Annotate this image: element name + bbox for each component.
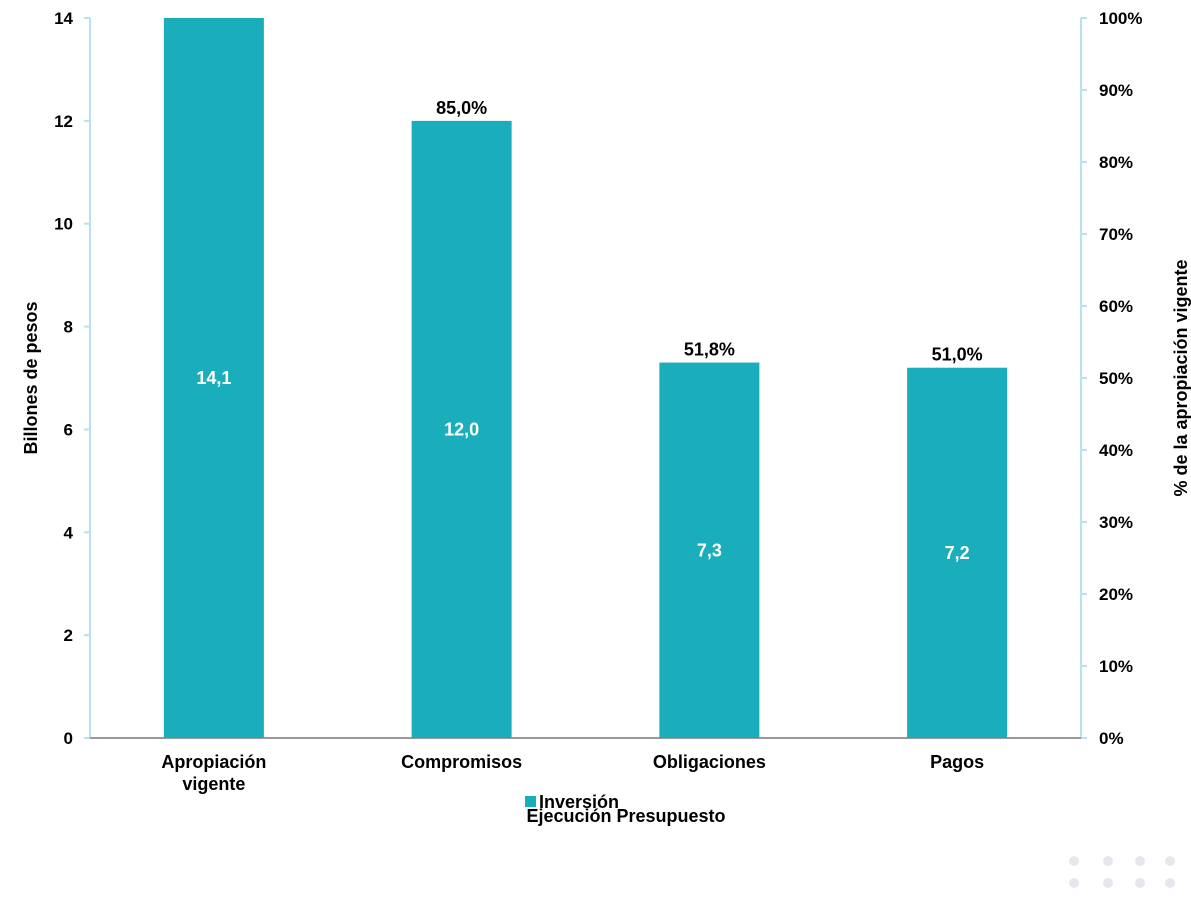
bar-percent-label: 85,0% bbox=[436, 98, 487, 118]
y-tick-label: 12 bbox=[54, 112, 73, 131]
decorative-dot bbox=[1069, 856, 1079, 866]
y2-tick-label: 70% bbox=[1099, 225, 1133, 244]
y-tick-label: 0 bbox=[64, 729, 73, 748]
decorative-dot bbox=[1135, 856, 1145, 866]
bar-percent-label: 51,8% bbox=[684, 340, 735, 360]
y-tick-label: 4 bbox=[64, 523, 74, 542]
y-axis-title: Billones de pesos bbox=[21, 301, 41, 454]
category-label: vigente bbox=[182, 774, 245, 794]
y2-tick-label: 90% bbox=[1099, 81, 1133, 100]
y-tick-label: 2 bbox=[64, 626, 73, 645]
legend-label: Inversión bbox=[539, 792, 619, 812]
category-label: Obligaciones bbox=[653, 752, 766, 772]
y2-tick-label: 50% bbox=[1099, 369, 1133, 388]
category-label: Pagos bbox=[930, 752, 984, 772]
y2-tick-label: 10% bbox=[1099, 657, 1133, 676]
category-label: Apropiación bbox=[161, 752, 266, 772]
category-label: Compromisos bbox=[401, 752, 522, 772]
bar bbox=[163, 18, 264, 738]
y2-tick-label: 80% bbox=[1099, 153, 1133, 172]
bar-value-label: 7,3 bbox=[697, 540, 722, 560]
bar bbox=[907, 367, 1008, 738]
tick-labels: 0 2 4 6 8 10 12 14 0% 10% 20% 30% 40% 50% 60% 70% 80% 90%… bbox=[54, 9, 1142, 748]
y-tick-label: 6 bbox=[64, 420, 73, 439]
bar bbox=[411, 120, 512, 739]
y2-tick-label: 60% bbox=[1099, 297, 1133, 316]
y2-axis-title: % de la apropiación vigente bbox=[1171, 259, 1191, 496]
decorative-dot bbox=[1165, 856, 1175, 866]
legend-swatch bbox=[525, 796, 536, 807]
y2-tick-label: 20% bbox=[1099, 585, 1133, 604]
data-labels: 14,1 12,0 85,0% 7,3 51,8% 7,2 51,0% bbox=[196, 98, 982, 563]
decorative-dot bbox=[1135, 878, 1145, 888]
y2-tick-label: 0% bbox=[1099, 729, 1124, 748]
decorative-dot bbox=[1069, 878, 1079, 888]
decorative-dot bbox=[1165, 878, 1175, 888]
bar-value-label: 7,2 bbox=[945, 543, 970, 563]
y2-tick-label: 30% bbox=[1099, 513, 1133, 532]
bar-percent-label: 51,0% bbox=[932, 345, 983, 365]
y-tick-label: 8 bbox=[64, 318, 73, 337]
legend: Inversión bbox=[525, 792, 619, 812]
decorative-dot bbox=[1103, 878, 1113, 888]
x-axis-title: Ejecución Presupuesto bbox=[526, 806, 725, 826]
y2-tick-label: 40% bbox=[1099, 441, 1133, 460]
bar bbox=[659, 362, 760, 738]
bars bbox=[163, 18, 1008, 739]
bar-value-label: 12,0 bbox=[444, 419, 479, 439]
y-tick-label: 10 bbox=[54, 215, 73, 234]
y-tick-label: 14 bbox=[54, 9, 73, 28]
bar-value-label: 14,1 bbox=[196, 368, 231, 388]
decorative-dots bbox=[1069, 856, 1175, 888]
decorative-dot bbox=[1103, 856, 1113, 866]
y2-tick-label: 100% bbox=[1099, 9, 1142, 28]
